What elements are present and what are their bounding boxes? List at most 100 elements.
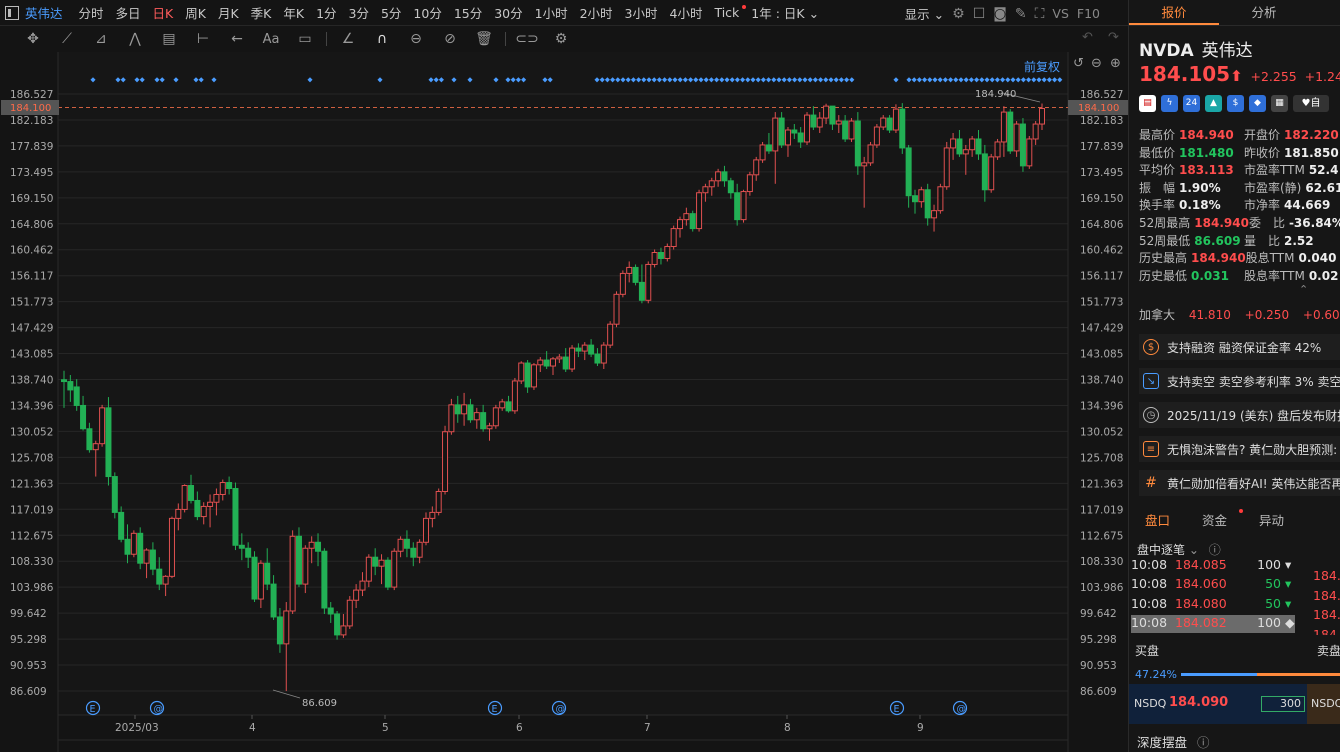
- info-icon[interactable]: ⓘ: [1197, 735, 1210, 750]
- layout-icon[interactable]: ☐: [972, 5, 986, 22]
- news-text: 支持卖空 卖空参考利率 3% 卖空: [1167, 374, 1340, 389]
- y-tick-label-right: 103.986: [1080, 582, 1124, 594]
- ask-price-column: 184. 184. 184. 184: [1313, 566, 1340, 635]
- candle-body: [778, 117, 785, 146]
- badge-24h[interactable]: 24: [1183, 95, 1200, 112]
- period-daily-k[interactable]: 日K: [152, 6, 174, 21]
- display-menu[interactable]: 显示 ⌄: [905, 4, 944, 23]
- camera-icon[interactable]: ◙: [993, 5, 1007, 22]
- quote-cell: 换手率 0.18%: [1139, 196, 1244, 214]
- news-item-short[interactable]: ↘ 支持卖空 卖空参考利率 3% 卖空: [1139, 368, 1340, 394]
- restore-adjust-label[interactable]: 前复权: [1024, 60, 1061, 74]
- period-1min[interactable]: 1分: [316, 6, 337, 21]
- compare-button[interactable]: VS: [1052, 6, 1069, 21]
- quote-value: 52.4: [1308, 163, 1339, 178]
- candle-body: [1013, 123, 1020, 152]
- dollar-icon[interactable]: $: [1227, 95, 1244, 112]
- news-item-ai[interactable]: # 黄仁勋加倍看好AI! 英伟达能否再: [1139, 470, 1340, 496]
- measure-tool-icon[interactable]: ⊢: [196, 31, 210, 47]
- crosshair-icon[interactable]: ✥: [27, 31, 39, 47]
- undo-icon[interactable]: ↶: [1082, 30, 1093, 45]
- article-icon: ≡: [1143, 441, 1159, 457]
- wave-tool-icon[interactable]: ⋀: [129, 31, 141, 47]
- period-monthly-k[interactable]: 月K: [217, 6, 239, 21]
- period-4hour[interactable]: 4小时: [669, 6, 703, 21]
- hide-drawing-icon[interactable]: ⊘: [444, 31, 456, 47]
- us-flag-icon[interactable]: ▤: [1139, 95, 1156, 112]
- reset-zoom-icon[interactable]: ↺: [1073, 56, 1084, 71]
- settings-icon[interactable]: ⚙: [952, 5, 965, 22]
- doc-icon[interactable]: ▦: [1271, 95, 1288, 112]
- tab-capital[interactable]: 资金: [1186, 506, 1243, 530]
- period-30min[interactable]: 30分: [494, 6, 523, 21]
- f10-button[interactable]: F10: [1076, 6, 1100, 21]
- period-3min[interactable]: 3分: [348, 6, 369, 21]
- comment-tool-icon[interactable]: ▭: [298, 31, 312, 47]
- pencil-icon[interactable]: ✎: [1014, 5, 1027, 22]
- drawing-settings-icon[interactable]: ⚙: [554, 31, 568, 47]
- period-1hour[interactable]: 1小时: [534, 6, 568, 21]
- period-timeshare[interactable]: 分时: [78, 6, 104, 21]
- magnet-icon[interactable]: ∩: [376, 31, 388, 47]
- tab-unusual[interactable]: 异动: [1259, 513, 1285, 528]
- price-change: +2.255: [1250, 69, 1297, 84]
- tab-quote[interactable]: 报价: [1129, 0, 1219, 25]
- period-10min[interactable]: 10分: [413, 6, 442, 21]
- period-range-select[interactable]: 1年 : 日K ⌄: [745, 3, 825, 22]
- bid-ask-ratio-bar: [1181, 673, 1340, 676]
- tick-price: 184.060: [1175, 576, 1227, 591]
- kline-chart[interactable]: 186.527 186.527 182.183 182.183 177.839 177.8…: [0, 30, 1128, 752]
- period-weekly-k[interactable]: 周K: [185, 6, 206, 21]
- kline-canvas[interactable]: 186.527 186.527 182.183 182.183 177.839 177.8…: [0, 52, 1128, 752]
- ask-label: 卖盘: [1316, 644, 1340, 658]
- info-icon[interactable]: ⓘ: [1208, 543, 1221, 557]
- tab-analysis[interactable]: 分析: [1251, 5, 1277, 20]
- lightning-icon[interactable]: ϟ: [1161, 95, 1178, 112]
- candle-body: [607, 323, 614, 346]
- candle-body: [664, 246, 671, 259]
- quote-cell: 开盘价 182.220: [1244, 126, 1340, 144]
- ruler-icon[interactable]: ∠: [341, 31, 355, 47]
- line-tool-icon[interactable]: ⟋: [62, 31, 72, 47]
- depth-book-title[interactable]: 深度摆盘 ⓘ: [1137, 732, 1210, 751]
- collapse-chevron-icon[interactable]: ⌃: [1299, 283, 1309, 296]
- text-tool-icon[interactable]: Aa: [262, 31, 280, 47]
- period-quarterly-k[interactable]: 季K: [250, 6, 272, 21]
- y-tick-label-right: 108.330: [1080, 556, 1123, 568]
- tick-stream-title[interactable]: 盘中逐笔 ⌄ ⓘ: [1137, 541, 1221, 558]
- candle-body: [118, 511, 125, 540]
- y-tick-label-right: 177.839: [1080, 141, 1123, 153]
- watch-badge[interactable]: ♥自: [1293, 95, 1329, 112]
- lock-drawing-icon[interactable]: ⊖: [410, 31, 422, 47]
- quote-value: 62.61: [1305, 180, 1340, 195]
- period-3hour[interactable]: 3小时: [624, 6, 658, 21]
- period-yearly-k[interactable]: 年K: [283, 6, 305, 21]
- news-item-earnings[interactable]: ◷ 2025/11/19 (美东) 盘后发布财报: [1139, 402, 1340, 428]
- trash-icon[interactable]: 🗑: [475, 31, 493, 47]
- x-tick-label: 2025/03: [115, 722, 159, 734]
- period-multiday[interactable]: 多日: [115, 6, 141, 21]
- period-5min[interactable]: 5分: [380, 6, 402, 21]
- stock-name-tab[interactable]: 英伟达: [25, 6, 63, 21]
- canada-listing[interactable]: 加拿大 41.810 +0.250 +0.60%: [1139, 306, 1340, 323]
- sidebar-toggle-icon[interactable]: [5, 5, 19, 20]
- arrow-tool-icon[interactable]: ←: [231, 31, 243, 47]
- tag-icon[interactable]: ◆: [1249, 95, 1266, 112]
- period-tick[interactable]: Tick: [708, 5, 747, 20]
- zoom-out-icon[interactable]: ⊖: [1091, 56, 1102, 71]
- fullscreen-icon[interactable]: ⛶: [1034, 5, 1045, 22]
- candle-body: [213, 493, 220, 503]
- candle-body: [810, 114, 817, 128]
- fib-tool-icon[interactable]: ▤: [162, 31, 176, 47]
- zoom-in-icon[interactable]: ⊕: [1110, 56, 1121, 71]
- redo-icon[interactable]: ↷: [1108, 30, 1119, 45]
- period-15min[interactable]: 15分: [453, 6, 483, 21]
- channel-tool-icon[interactable]: ⊿: [95, 31, 107, 47]
- tab-orderbook[interactable]: 盘口: [1145, 513, 1171, 528]
- link-icon[interactable]: ⊂⊃: [515, 31, 539, 47]
- news-item-bubble[interactable]: ≡ 无惧泡沫警告? 黄仁勋大胆预测:: [1139, 436, 1340, 462]
- chart-badge-icon[interactable]: ▲: [1205, 95, 1222, 112]
- period-2hour[interactable]: 2小时: [579, 6, 613, 21]
- news-item-margin[interactable]: $ 支持融资 融资保证金率 42%: [1139, 334, 1340, 360]
- chart-grid: [57, 52, 1069, 752]
